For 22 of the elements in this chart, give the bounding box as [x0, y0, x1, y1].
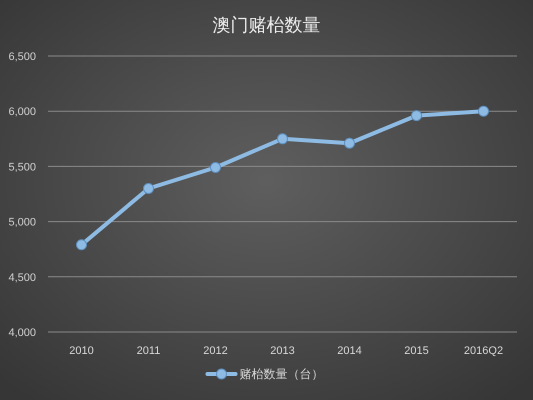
y-tick-label: 5,000	[8, 216, 36, 229]
legend-label: 赌枱数量（台）	[240, 367, 324, 381]
y-tick-label: 4,000	[8, 327, 36, 339]
x-tick-label: 2014	[337, 345, 362, 357]
x-tick-label: 2015	[404, 345, 429, 357]
x-tick-label: 2012	[203, 345, 228, 357]
point	[143, 182, 154, 194]
y-tick-label: 6,000	[8, 106, 36, 118]
x-tick-label: 2010	[69, 345, 94, 357]
point	[76, 239, 87, 250]
point	[277, 133, 288, 144]
point	[344, 138, 355, 149]
point	[210, 162, 221, 174]
x-tick-label: 2016Q2	[464, 345, 504, 357]
chart-title: 澳门赌枱数量	[212, 15, 320, 35]
x-tick-label: 2011	[136, 345, 160, 357]
y-tick-label: 6,500	[8, 51, 36, 63]
x-tick-label: 2013	[270, 345, 295, 357]
y-tick-label: 5,500	[8, 161, 36, 174]
point	[478, 106, 489, 117]
point	[411, 110, 422, 122]
y-tick-label: 4,500	[8, 272, 36, 284]
